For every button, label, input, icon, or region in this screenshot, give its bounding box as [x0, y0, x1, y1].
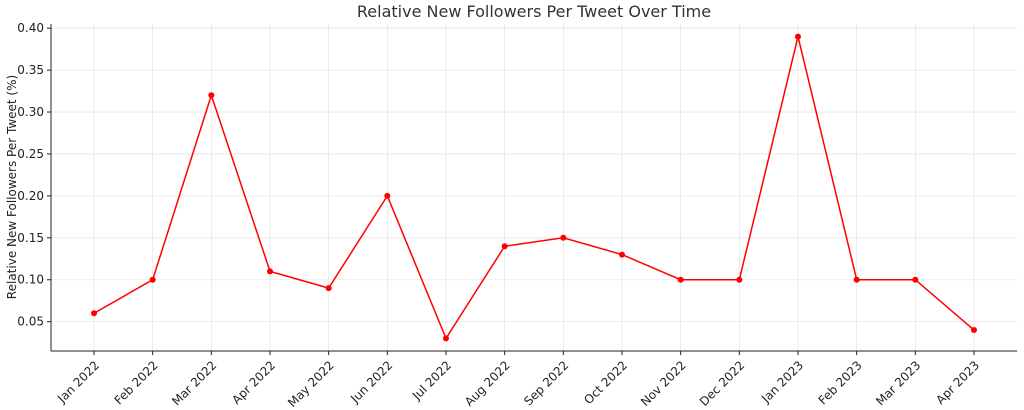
- x-tick-label: Jan 2023: [758, 358, 806, 406]
- data-point: [384, 192, 391, 199]
- x-tick-label: Apr 2022: [229, 358, 278, 407]
- data-point: [267, 268, 273, 275]
- data-point: [619, 251, 625, 258]
- y-tick-label: 0.40: [17, 21, 44, 35]
- y-axis-label: Relative New Followers Per Tweet (%): [5, 75, 19, 299]
- y-tick-label: 0.30: [17, 105, 44, 119]
- y-tick-label: 0.25: [17, 147, 44, 161]
- y-tick-label: 0.20: [17, 189, 44, 203]
- chart-title: Relative New Followers Per Tweet Over Ti…: [357, 2, 711, 21]
- x-tick-label: Mar 2022: [169, 358, 219, 408]
- x-tick-label: Sep 2022: [521, 358, 571, 408]
- tick-labels: 0.05 0.10 0.15 0.20 0.25 0.30 0.35 0.40 Jan 2022…: [17, 21, 982, 410]
- data-point: [853, 276, 860, 283]
- x-tick-label: Apr 2023: [933, 358, 982, 407]
- x-tick-label: Feb 2023: [816, 358, 865, 407]
- series-line: [91, 33, 977, 342]
- data-point: [443, 335, 449, 342]
- x-tick-label: Feb 2022: [112, 358, 161, 407]
- data-point: [560, 234, 567, 241]
- y-tick-label: 0.10: [17, 273, 44, 287]
- x-tick-label: Mar 2023: [873, 358, 923, 408]
- data-point: [91, 310, 97, 317]
- axes: [47, 24, 1017, 355]
- data-point: [795, 33, 801, 40]
- data-point: [971, 327, 977, 334]
- grid-lines: [51, 24, 1017, 351]
- x-tick-label: Jun 2022: [347, 358, 395, 406]
- x-tick-label: May 2022: [285, 358, 337, 410]
- x-tick-label: Jul 2022: [409, 358, 454, 403]
- x-tick-label: Nov 2022: [638, 358, 689, 409]
- data-point: [325, 285, 332, 292]
- y-tick-label: 0.35: [17, 63, 44, 77]
- x-tick-label: Dec 2022: [697, 358, 748, 409]
- y-tick-label: 0.05: [17, 315, 44, 329]
- x-tick-label: Jan 2022: [54, 358, 102, 406]
- data-point: [149, 276, 156, 283]
- data-point: [677, 276, 684, 283]
- data-point: [736, 276, 743, 283]
- series-polyline: [93, 36, 975, 341]
- data-point: [912, 276, 919, 283]
- x-tick-label: Aug 2022: [462, 358, 513, 409]
- y-tick-label: 0.15: [17, 231, 44, 245]
- x-tick-label: Oct 2022: [581, 358, 630, 407]
- data-point: [501, 243, 508, 250]
- data-point: [208, 92, 215, 99]
